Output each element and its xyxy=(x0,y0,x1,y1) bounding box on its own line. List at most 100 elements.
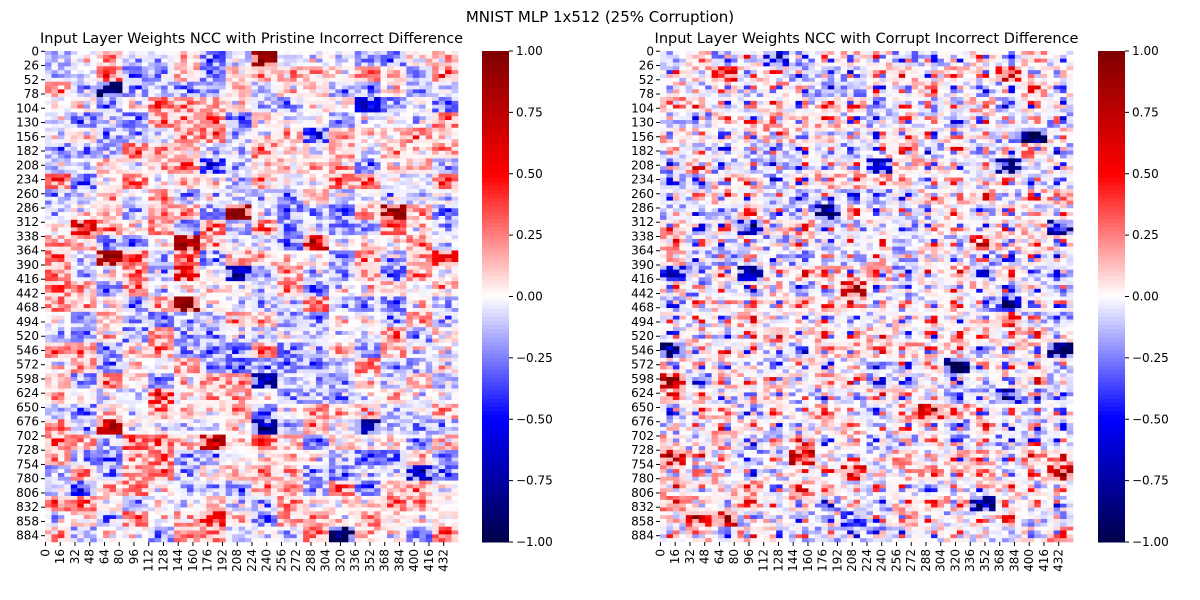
heatmap-cell xyxy=(161,281,168,286)
heatmap-cell xyxy=(451,334,459,339)
heatmap-cell xyxy=(374,208,381,213)
heatmap-cell xyxy=(219,223,226,228)
heatmap-cell xyxy=(174,354,181,359)
heatmap-cell xyxy=(167,146,175,152)
heatmap-cell xyxy=(174,300,181,305)
heatmap-cell xyxy=(245,223,252,228)
heatmap-cell xyxy=(77,254,85,259)
heatmap-cell xyxy=(238,93,246,98)
heatmap-cell xyxy=(296,265,304,270)
heatmap-cell xyxy=(264,189,272,194)
heatmap-cell xyxy=(277,281,285,286)
heatmap-cell xyxy=(180,120,188,125)
heatmap-cell xyxy=(103,323,110,328)
heatmap-cell xyxy=(212,269,220,274)
heatmap-cell xyxy=(161,311,168,316)
heatmap-cell xyxy=(225,311,233,316)
heatmap-cell xyxy=(387,338,394,343)
heatmap-cell xyxy=(270,300,278,305)
heatmap-cell xyxy=(348,181,356,186)
heatmap-cell xyxy=(135,143,143,148)
heatmap-cell xyxy=(206,346,214,351)
heatmap-cell xyxy=(270,54,278,59)
heatmap-cell xyxy=(174,192,181,198)
heatmap-cell xyxy=(180,334,188,339)
heatmap-cell xyxy=(64,54,72,59)
heatmap-cell xyxy=(406,135,414,140)
heatmap-cell xyxy=(109,131,117,136)
heatmap-cell xyxy=(374,181,381,186)
heatmap-cell xyxy=(316,304,323,309)
heatmap-cell xyxy=(361,135,368,140)
heatmap-cell xyxy=(77,104,85,109)
heatmap-cell xyxy=(135,81,143,86)
heatmap-cell xyxy=(348,315,356,320)
heatmap-cell xyxy=(45,308,52,313)
heatmap-cell xyxy=(348,327,356,332)
heatmap-cell xyxy=(270,331,278,336)
heatmap-cell xyxy=(438,66,446,71)
heatmap-cell xyxy=(303,143,310,148)
heatmap-cell xyxy=(45,338,52,343)
heatmap-cell xyxy=(399,104,407,109)
heatmap-cell xyxy=(251,338,259,343)
heatmap-cell xyxy=(167,292,175,297)
heatmap-cell xyxy=(122,112,130,117)
heatmap-cell xyxy=(83,112,91,117)
heatmap-cell xyxy=(419,173,427,178)
heatmap-cell xyxy=(283,89,291,94)
heatmap-cell xyxy=(148,231,155,236)
heatmap-cell xyxy=(128,131,136,136)
heatmap-cell xyxy=(348,338,356,343)
heatmap-cell xyxy=(154,204,162,209)
heatmap-cell xyxy=(57,292,65,297)
heatmap-cell xyxy=(380,334,388,339)
heatmap-cell xyxy=(167,323,175,328)
heatmap-cell xyxy=(45,250,52,255)
heatmap-cell xyxy=(277,235,285,240)
heatmap-cell xyxy=(419,250,427,255)
heatmap-cell xyxy=(199,200,207,205)
heatmap-cell xyxy=(438,212,446,217)
heatmap-cell xyxy=(283,104,291,109)
heatmap-cell xyxy=(438,292,446,297)
heatmap-cell xyxy=(109,135,117,140)
heatmap-cell xyxy=(103,281,110,286)
heatmap-cell xyxy=(109,235,117,240)
heatmap-cell xyxy=(445,70,452,75)
heatmap-cell xyxy=(154,158,162,163)
heatmap-cell xyxy=(387,327,394,332)
heatmap-cell xyxy=(238,51,246,56)
heatmap-cell xyxy=(219,70,226,75)
heatmap-cell xyxy=(296,281,304,286)
heatmap-cell xyxy=(83,231,91,236)
heatmap-cell xyxy=(348,173,356,178)
heatmap-cell xyxy=(303,254,310,259)
heatmap-cell xyxy=(83,135,91,140)
heatmap-cell xyxy=(167,162,175,167)
heatmap-cell xyxy=(77,223,85,228)
heatmap-cell xyxy=(406,54,414,59)
heatmap-cell xyxy=(167,277,175,282)
heatmap-cell xyxy=(406,215,414,221)
heatmap-cell xyxy=(90,338,97,343)
heatmap-cell xyxy=(303,227,310,232)
heatmap-cell xyxy=(419,223,427,228)
heatmap-cell xyxy=(64,342,72,347)
heatmap-cell xyxy=(328,70,336,75)
heatmap-cell xyxy=(128,311,136,316)
heatmap-cell xyxy=(219,331,226,336)
heatmap-cell xyxy=(438,338,446,343)
heatmap-cell xyxy=(212,354,220,359)
heatmap-cell xyxy=(148,277,155,282)
heatmap-cell xyxy=(425,173,433,178)
heatmap-cell xyxy=(251,93,259,98)
heatmap-cell xyxy=(238,304,246,309)
heatmap-cell xyxy=(367,231,375,236)
heatmap-cell xyxy=(212,120,220,125)
heatmap-cell xyxy=(328,77,336,82)
heatmap-cell xyxy=(83,254,91,259)
heatmap-cell xyxy=(45,162,52,167)
heatmap-cell xyxy=(303,292,310,297)
heatmap-cell xyxy=(122,277,130,282)
